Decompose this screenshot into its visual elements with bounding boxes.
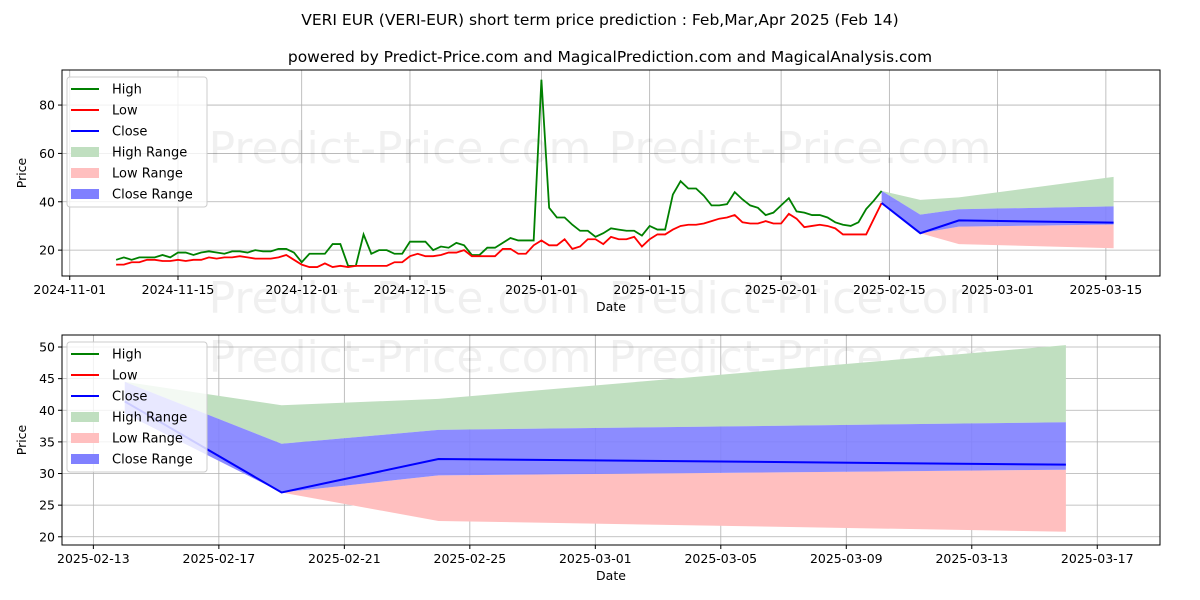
x-tick-label: 2025-02-15 (853, 282, 926, 297)
y-tick-label: 60 (39, 146, 55, 161)
y-axis-label: Price (14, 424, 29, 455)
x-tick-label: 2025-03-01 (961, 282, 1034, 297)
y-tick-label: 80 (39, 98, 55, 113)
watermark: Predict-Price.com (209, 123, 592, 174)
legend-label: Close Range (112, 188, 193, 203)
x-tick-label: 2025-03-15 (1070, 282, 1143, 297)
y-tick-label: 30 (39, 466, 55, 481)
legend-label: Low (112, 369, 138, 384)
watermark: Predict-Price.com (209, 332, 592, 383)
legend-patch-swatch (71, 189, 99, 199)
legend-label: Low (112, 104, 138, 119)
watermark: Predict-Price.com (209, 273, 592, 324)
plot-frame (61, 69, 1161, 277)
legend: High Low Close High Range Low Range Close Ran… (66, 76, 208, 208)
close-forecast-line (881, 202, 1114, 235)
chart-subtitle: powered by Predict-Price.com and Magical… (288, 48, 932, 66)
legend-patch-swatch (71, 147, 99, 157)
legend-box (66, 76, 208, 208)
y-tick-label: 25 (39, 498, 55, 513)
x-tick-label: 2024-11-01 (33, 282, 106, 297)
y-tick-label: 40 (39, 194, 55, 209)
x-tick-label: 2025-01-01 (505, 282, 578, 297)
low-line (116, 202, 883, 268)
y-tick-label: 20 (39, 243, 55, 258)
legend-label: Low Range (112, 167, 183, 182)
x-tick-label: 2025-02-25 (434, 551, 507, 566)
legend-label: Low Range (112, 432, 183, 447)
x-tick-label: 2025-02-21 (308, 551, 381, 566)
x-tick-label: 2024-12-01 (265, 282, 338, 297)
x-tick-label: 2025-01-15 (613, 282, 686, 297)
x-tick-label: 2025-02-13 (57, 551, 130, 566)
x-tick-label: 2024-12-15 (374, 282, 447, 297)
legend: High Low Close High Range Low Range Close Ran… (66, 341, 208, 473)
forecast-chart-panel: 2025-02-13 2025-02-17 2025-02-21 2025-02-25… (14, 332, 1161, 583)
legend-box (66, 341, 208, 473)
watermark: Predict-Price.com (609, 123, 992, 174)
legend-label: Close (112, 390, 147, 405)
x-tick-label: 2025-03-05 (684, 551, 757, 566)
x-tick-label: 2024-11-15 (142, 282, 215, 297)
chart-title: VERI EUR (VERI-EUR) short term price pre… (301, 11, 898, 29)
history-chart-panel: 2024-11-01 2024-11-15 2024-12-01 2024-12-15… (14, 69, 1161, 324)
low-range-band (124, 413, 1066, 532)
y-tick-label: 35 (39, 434, 55, 449)
x-axis-label: Date (596, 568, 626, 583)
watermark: Predict-Price.com (609, 273, 992, 324)
y-tick-label: 50 (39, 340, 55, 355)
legend-patch-swatch (71, 454, 99, 464)
legend-label: Close (112, 125, 147, 140)
y-tick-label: 45 (39, 371, 55, 386)
legend-label: High Range (112, 146, 187, 161)
x-tick-label: 2025-03-01 (559, 551, 632, 566)
high-range-band (124, 345, 1066, 444)
x-tick-label: 2025-02-01 (745, 282, 818, 297)
high-range-band (881, 176, 1114, 215)
x-tick-label: 2025-03-13 (935, 551, 1008, 566)
x-tick-label: 2025-02-17 (183, 551, 256, 566)
legend-label: Close Range (112, 453, 193, 468)
y-axis-label: Price (14, 157, 29, 188)
legend-label: High (112, 83, 142, 98)
legend-label: High Range (112, 411, 187, 426)
y-tick-label: 40 (39, 403, 55, 418)
legend-label: High (112, 348, 142, 363)
close-range-band (124, 381, 1066, 493)
x-axis-label: Date (596, 299, 626, 314)
y-tick-label: 20 (39, 529, 55, 544)
x-tick-label: 2025-03-17 (1061, 551, 1134, 566)
low-range-band (881, 202, 1114, 249)
plot-frame (61, 334, 1161, 546)
x-tick-label: 2025-03-09 (810, 551, 883, 566)
legend-patch-swatch (71, 412, 99, 422)
high-line (115, 79, 883, 267)
legend-patch-swatch (71, 433, 99, 443)
legend-patch-swatch (71, 168, 99, 178)
